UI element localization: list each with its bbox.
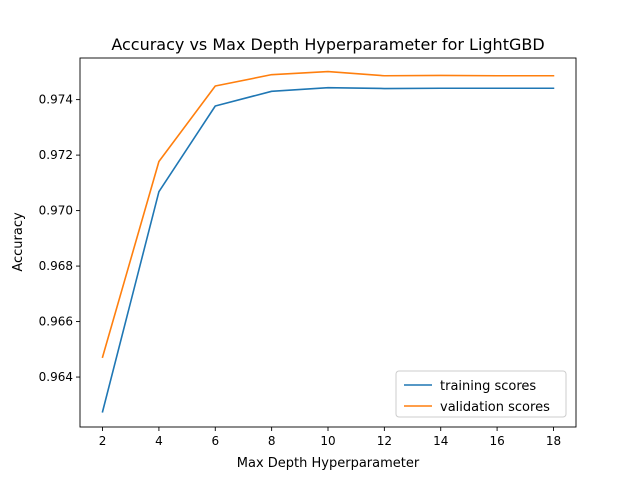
y-axis-title: Accuracy bbox=[11, 212, 26, 272]
legend-label: validation scores bbox=[440, 400, 550, 415]
y-tick-label: 0.966 bbox=[39, 315, 73, 329]
x-tick-label: 12 bbox=[377, 434, 392, 448]
x-axis-title: Max Depth Hyperparameter bbox=[237, 456, 420, 471]
x-tick-label: 18 bbox=[546, 434, 561, 448]
y-tick-label: 0.968 bbox=[39, 259, 73, 273]
chart-title: Accuracy vs Max Depth Hyperparameter for… bbox=[111, 35, 544, 54]
legend-label: training scores bbox=[440, 379, 536, 394]
y-tick-label: 0.974 bbox=[39, 93, 73, 107]
y-tick-label: 0.970 bbox=[39, 204, 73, 218]
y-tick-label: 0.972 bbox=[39, 148, 73, 162]
x-tick-label: 2 bbox=[99, 434, 107, 448]
legend: training scores validation scores bbox=[395, 370, 567, 418]
legend-box bbox=[395, 370, 567, 418]
x-tick-label: 4 bbox=[155, 434, 163, 448]
x-tick-label: 16 bbox=[489, 434, 504, 448]
plot-area: 2 4 6 8 10 12 14 16 18 0.964 0.966 0.968 0.970 0.972 0… bbox=[39, 57, 577, 448]
y-tick-label: 0.964 bbox=[39, 370, 73, 384]
x-tick-label: 8 bbox=[268, 434, 276, 448]
series-line-validation bbox=[101, 70, 555, 359]
x-tick-label: 10 bbox=[320, 434, 335, 448]
series-line-training bbox=[101, 86, 555, 413]
x-tick-label: 6 bbox=[211, 434, 219, 448]
x-tick-label: 14 bbox=[433, 434, 448, 448]
